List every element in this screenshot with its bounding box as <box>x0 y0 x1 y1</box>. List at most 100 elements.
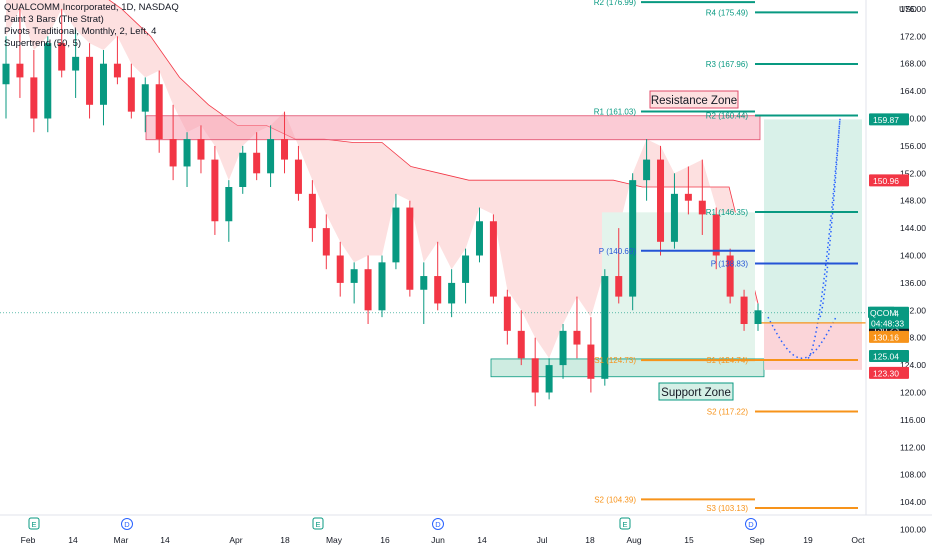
support-zone-label-box <box>658 382 734 401</box>
candle-body <box>657 159 665 242</box>
candle-body <box>2 63 10 85</box>
price-tick: 168.00 <box>900 59 926 69</box>
event-marker-label: E <box>622 520 627 529</box>
candle-body <box>434 276 442 304</box>
pivot-prev-s2-label: S2 (104.39) <box>594 495 636 504</box>
candle-body <box>211 159 219 222</box>
candle-body <box>740 296 748 324</box>
price-tick: 132.00 <box>900 305 926 315</box>
candle-body <box>573 330 581 345</box>
price-tag <box>869 113 909 126</box>
candle-body <box>475 221 483 256</box>
price-tick: 104.00 <box>900 497 926 507</box>
event-marker-label: E <box>315 520 320 529</box>
time-tick: Feb <box>21 535 36 545</box>
event-marker-label: E <box>31 520 36 529</box>
price-tick: 124.00 <box>900 360 926 370</box>
candle-body <box>726 255 734 297</box>
candle-body <box>629 180 637 297</box>
price-axis[interactable]: USD100.00104.00108.00112.00116.00120.001… <box>865 0 932 550</box>
candle-body <box>420 276 428 290</box>
time-tick: May <box>326 535 343 545</box>
price-tick: 108.00 <box>900 470 926 480</box>
candle-body <box>448 282 456 304</box>
pivot-prev-r1-label: R1 (161.03) <box>594 107 637 116</box>
candle-body <box>712 214 720 256</box>
pivot-current-6-label: S1 (124.74) <box>706 356 748 365</box>
price-tag-label: 159.87 <box>873 115 899 125</box>
candle-body <box>503 296 511 331</box>
ticker-tag <box>868 306 894 318</box>
candle-body <box>169 139 177 167</box>
candle-body <box>141 84 149 112</box>
candle-body <box>350 269 358 283</box>
indicator-supertrend[interactable]: Supertrend (50, 5) <box>4 38 82 49</box>
resistance-zone-label-box <box>649 90 739 109</box>
price-tick: 156.00 <box>900 141 926 151</box>
candle-body <box>155 84 163 140</box>
event-marker-label: D <box>435 520 441 529</box>
candle-body <box>72 56 80 71</box>
time-axis[interactable]: Feb 14 Mar 14 Apr 18 May 16 Jun 14 Jul 18 Aug 15 Sep 19… <box>0 514 932 545</box>
price-tag-label: 125.04 <box>873 351 899 361</box>
price-tick: 112.00 <box>900 442 926 452</box>
dividend-marker <box>745 518 757 530</box>
candle-body <box>378 262 386 311</box>
candle-body <box>113 63 121 78</box>
candles <box>2 8 762 407</box>
price-tag-label: 123.30 <box>873 368 899 378</box>
candle-body <box>364 269 372 311</box>
price-tick: 164.00 <box>900 86 926 96</box>
time-tick: 18 <box>280 535 290 545</box>
candle-body <box>517 330 525 359</box>
indicator-paint-bars[interactable]: Paint 3 Bars (The Strat) <box>4 14 104 25</box>
candle-body <box>86 56 94 105</box>
dividend-marker <box>121 518 133 530</box>
dividend-marker <box>432 518 444 530</box>
price-axis-bg <box>866 0 932 550</box>
candle-body <box>308 193 316 229</box>
pivot-current-8-label: S3 (103.13) <box>706 504 748 513</box>
price-tick: 176.00 <box>900 4 926 14</box>
candle-body <box>267 139 275 174</box>
pivot-current-7-label: S2 (117.22) <box>707 408 749 417</box>
time-tick: 19 <box>803 535 813 545</box>
candle-body <box>462 255 470 283</box>
projection-curve-low <box>767 316 837 360</box>
zones: Resistance Zone Support Zone <box>145 90 765 401</box>
event-marker-label: D <box>748 520 754 529</box>
candle-body <box>239 152 247 187</box>
resistance-zone <box>145 115 761 141</box>
event-marker-label: D <box>124 520 130 529</box>
indicator-pivots[interactable]: Pivots Traditional, Monthly, 2, Left, 4 <box>4 26 157 37</box>
time-tick: 16 <box>380 535 390 545</box>
candle-body <box>16 63 24 78</box>
time-tick: Jul <box>537 535 548 545</box>
price-tick: 152.00 <box>900 168 926 178</box>
candle-body <box>127 77 135 112</box>
price-tick: 140.00 <box>900 251 926 261</box>
price-tick: 172.00 <box>900 31 926 41</box>
time-tick: 18 <box>585 535 595 545</box>
supertrend-area <box>6 0 758 359</box>
pivot-levels: R1 (161.03) P (140.69) S1 (124.73) S2 (104.… <box>594 0 858 513</box>
price-tick: 100.00 <box>900 525 926 535</box>
pivot-current-3-label: R2 (160.44) <box>706 111 749 120</box>
candle-body <box>44 43 52 119</box>
candle-body <box>336 255 344 283</box>
countdown-label: 04:48:33 <box>871 318 904 328</box>
symbol-title[interactable]: QUALCOMM Incorporated, 1D, NASDAQ <box>4 2 179 13</box>
price-tag-label: 130.16 <box>873 332 899 342</box>
pivot-current-4-label: R1 (146.35) <box>706 208 749 217</box>
candle-body <box>253 152 261 174</box>
candle-body <box>30 77 38 119</box>
pivot-prev-s1-label: S1 (124.73) <box>594 356 636 365</box>
ticker-label: QCOM <box>870 308 896 318</box>
price-tag <box>869 349 909 362</box>
time-tick: Jun <box>431 535 445 545</box>
candle-body <box>322 228 330 256</box>
candle-body <box>698 200 706 215</box>
candle-body <box>545 365 553 393</box>
